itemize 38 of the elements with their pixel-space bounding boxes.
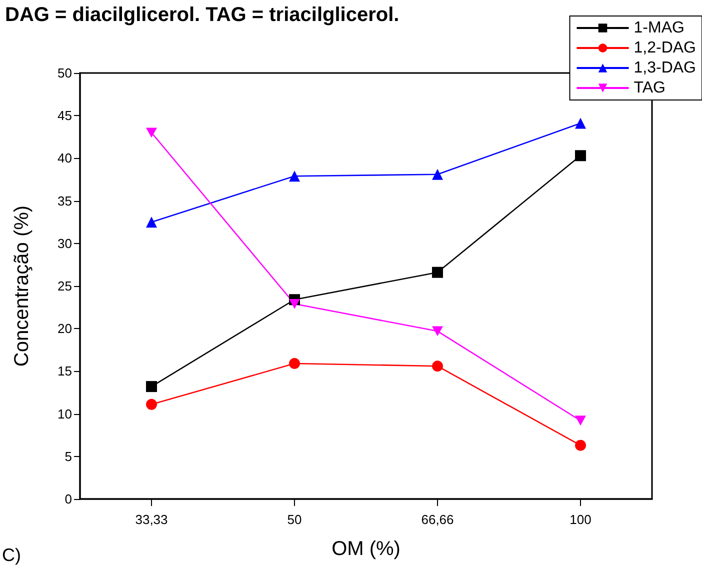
y-tick-label: 30 [58,236,72,251]
point [146,398,157,410]
point [146,381,157,392]
y-tick-label: 20 [58,321,72,336]
point [146,128,157,138]
point [432,168,443,180]
point [432,266,443,278]
point [575,416,586,426]
y-tick-label: 50 [58,66,72,80]
point [289,298,300,309]
legend-label: TAG [634,80,666,96]
legend-label: 1,2-DAG [634,40,696,56]
x-tick-label: 33,33 [135,512,168,527]
x-axis-title: OM (%) [332,538,400,560]
y-axis-title: Concentração (%) [11,205,33,367]
y-tick-label: 10 [58,406,72,422]
legend-label: 1,3-DAG [634,60,696,76]
y-tick-label: 15 [58,364,72,379]
point [575,440,586,451]
x-tick-label: 50 [287,512,302,527]
y-tick-label: 25 [58,278,72,294]
point [432,360,443,372]
y-tick-label: 0 [64,492,72,506]
y-tick-label: 35 [58,193,72,208]
x-tick-label: 66,66 [421,512,454,527]
y-tick-label: 45 [58,108,72,124]
point [432,326,443,336]
text: C) [2,545,21,565]
point [575,118,586,129]
point [146,216,157,228]
y-tick-label: 5 [64,448,72,464]
x-tick-label: 100 [570,512,592,527]
chart-title: DAG = diacilglicerol. TAG = triacilglicerol. [5,4,400,26]
point [289,358,300,370]
y-tick-label: 40 [58,150,72,166]
point [289,170,300,182]
legend-label: 1-MAG [634,20,684,36]
point [575,150,586,162]
